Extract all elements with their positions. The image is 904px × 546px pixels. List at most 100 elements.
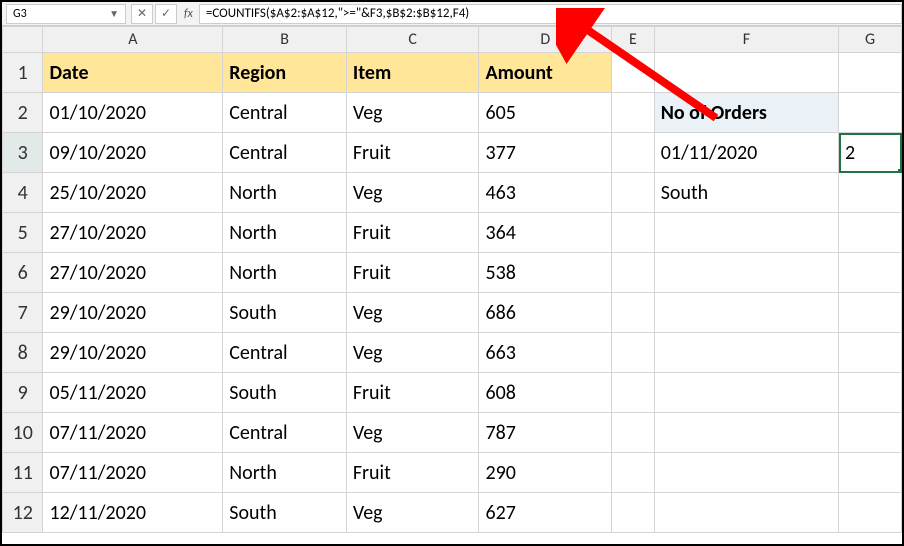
cell-F2[interactable]: No of Orders xyxy=(654,93,838,133)
cell-F5[interactable] xyxy=(654,213,838,253)
cell-G8[interactable] xyxy=(839,333,902,373)
cell-D10[interactable]: 787 xyxy=(479,413,612,453)
cell-A10[interactable]: 07/11/2020 xyxy=(43,413,223,453)
col-header-G[interactable]: G xyxy=(839,27,902,53)
row-header-5[interactable]: 5 xyxy=(3,213,43,253)
cell-C11[interactable]: Fruit xyxy=(346,453,479,493)
cell-A6[interactable]: 27/10/2020 xyxy=(43,253,223,293)
row-header-11[interactable]: 11 xyxy=(3,453,43,493)
cell-G2[interactable] xyxy=(839,93,902,133)
cell-A9[interactable]: 05/11/2020 xyxy=(43,373,223,413)
cell-C9[interactable]: Fruit xyxy=(346,373,479,413)
cell-B2[interactable]: Central xyxy=(223,93,347,133)
cell-B4[interactable]: North xyxy=(223,173,347,213)
cell-D5[interactable]: 364 xyxy=(479,213,612,253)
col-header-E[interactable]: E xyxy=(612,27,655,53)
cell-F8[interactable] xyxy=(654,333,838,373)
cell-A4[interactable]: 25/10/2020 xyxy=(43,173,223,213)
col-header-F[interactable]: F xyxy=(654,27,838,53)
cell-C10[interactable]: Veg xyxy=(346,413,479,453)
row-header-3[interactable]: 3 xyxy=(3,133,43,173)
cell-E11[interactable] xyxy=(612,453,655,493)
cell-B6[interactable]: North xyxy=(223,253,347,293)
cell-C4[interactable]: Veg xyxy=(346,173,479,213)
cell-C2[interactable]: Veg xyxy=(346,93,479,133)
cell-F4[interactable]: South xyxy=(654,173,838,213)
cell-G10[interactable] xyxy=(839,413,902,453)
select-all-corner[interactable] xyxy=(3,27,43,53)
cell-D11[interactable]: 290 xyxy=(479,453,612,493)
cell-E8[interactable] xyxy=(612,333,655,373)
cell-B1[interactable]: Region xyxy=(223,53,347,93)
col-header-D[interactable]: D xyxy=(479,27,612,53)
cell-F6[interactable] xyxy=(654,253,838,293)
cell-E10[interactable] xyxy=(612,413,655,453)
cell-D7[interactable]: 686 xyxy=(479,293,612,333)
cell-E7[interactable] xyxy=(612,293,655,333)
cell-G11[interactable] xyxy=(839,453,902,493)
cell-E6[interactable] xyxy=(612,253,655,293)
cell-G5[interactable] xyxy=(839,213,902,253)
cell-C7[interactable]: Veg xyxy=(346,293,479,333)
cell-D4[interactable]: 463 xyxy=(479,173,612,213)
row-header-4[interactable]: 4 xyxy=(3,173,43,213)
cell-E2[interactable] xyxy=(612,93,655,133)
cell-E5[interactable] xyxy=(612,213,655,253)
cell-E9[interactable] xyxy=(612,373,655,413)
cell-D12[interactable]: 627 xyxy=(479,493,612,533)
cell-B7[interactable]: South xyxy=(223,293,347,333)
cell-C8[interactable]: Veg xyxy=(346,333,479,373)
cell-A12[interactable]: 12/11/2020 xyxy=(43,493,223,533)
cell-D6[interactable]: 538 xyxy=(479,253,612,293)
cell-B12[interactable]: South xyxy=(223,493,347,533)
cell-G4[interactable] xyxy=(839,173,902,213)
cell-C3[interactable]: Fruit xyxy=(346,133,479,173)
cell-B8[interactable]: Central xyxy=(223,333,347,373)
cell-B9[interactable]: South xyxy=(223,373,347,413)
cell-A7[interactable]: 29/10/2020 xyxy=(43,293,223,333)
cell-B11[interactable]: North xyxy=(223,453,347,493)
cell-D2[interactable]: 605 xyxy=(479,93,612,133)
accept-formula-button[interactable]: ✓ xyxy=(155,4,177,24)
cell-B5[interactable]: North xyxy=(223,213,347,253)
cell-G6[interactable] xyxy=(839,253,902,293)
cell-E4[interactable] xyxy=(612,173,655,213)
row-header-12[interactable]: 12 xyxy=(3,493,43,533)
cell-F12[interactable] xyxy=(654,493,838,533)
fx-icon[interactable]: fx xyxy=(184,7,193,21)
row-header-10[interactable]: 10 xyxy=(3,413,43,453)
cell-D1[interactable]: Amount xyxy=(479,53,612,93)
name-box[interactable]: G3 ▼ xyxy=(6,4,126,24)
row-header-8[interactable]: 8 xyxy=(3,333,43,373)
col-header-A[interactable]: A xyxy=(43,27,223,53)
cell-G9[interactable] xyxy=(839,373,902,413)
cell-A3[interactable]: 09/10/2020 xyxy=(43,133,223,173)
cell-A11[interactable]: 07/11/2020 xyxy=(43,453,223,493)
cell-A1[interactable]: Date xyxy=(43,53,223,93)
spreadsheet-grid[interactable]: A B C D E F G 1DateRegionItemAmount201/1… xyxy=(2,26,902,533)
cell-C12[interactable]: Veg xyxy=(346,493,479,533)
row-header-9[interactable]: 9 xyxy=(3,373,43,413)
cell-F3[interactable]: 01/11/2020 xyxy=(654,133,838,173)
cell-F11[interactable] xyxy=(654,453,838,493)
row-header-2[interactable]: 2 xyxy=(3,93,43,133)
col-header-C[interactable]: C xyxy=(346,27,479,53)
cell-C5[interactable]: Fruit xyxy=(346,213,479,253)
cell-C1[interactable]: Item xyxy=(346,53,479,93)
cancel-formula-button[interactable]: ✕ xyxy=(131,4,153,24)
cell-E3[interactable] xyxy=(612,133,655,173)
cell-C6[interactable]: Fruit xyxy=(346,253,479,293)
cell-F9[interactable] xyxy=(654,373,838,413)
cell-D3[interactable]: 377 xyxy=(479,133,612,173)
cell-G3[interactable]: 2 xyxy=(839,133,902,173)
cell-A2[interactable]: 01/10/2020 xyxy=(43,93,223,133)
cell-G7[interactable] xyxy=(839,293,902,333)
chevron-down-icon[interactable]: ▼ xyxy=(109,7,119,20)
cell-G1[interactable] xyxy=(839,53,902,93)
formula-input[interactable]: =COUNTIFS($A$2:$A$12,">="&F3,$B$2:$B$12,… xyxy=(199,4,902,24)
cell-E12[interactable] xyxy=(612,493,655,533)
cell-F1[interactable] xyxy=(654,53,838,93)
cell-B10[interactable]: Central xyxy=(223,413,347,453)
cell-F10[interactable] xyxy=(654,413,838,453)
row-header-7[interactable]: 7 xyxy=(3,293,43,333)
